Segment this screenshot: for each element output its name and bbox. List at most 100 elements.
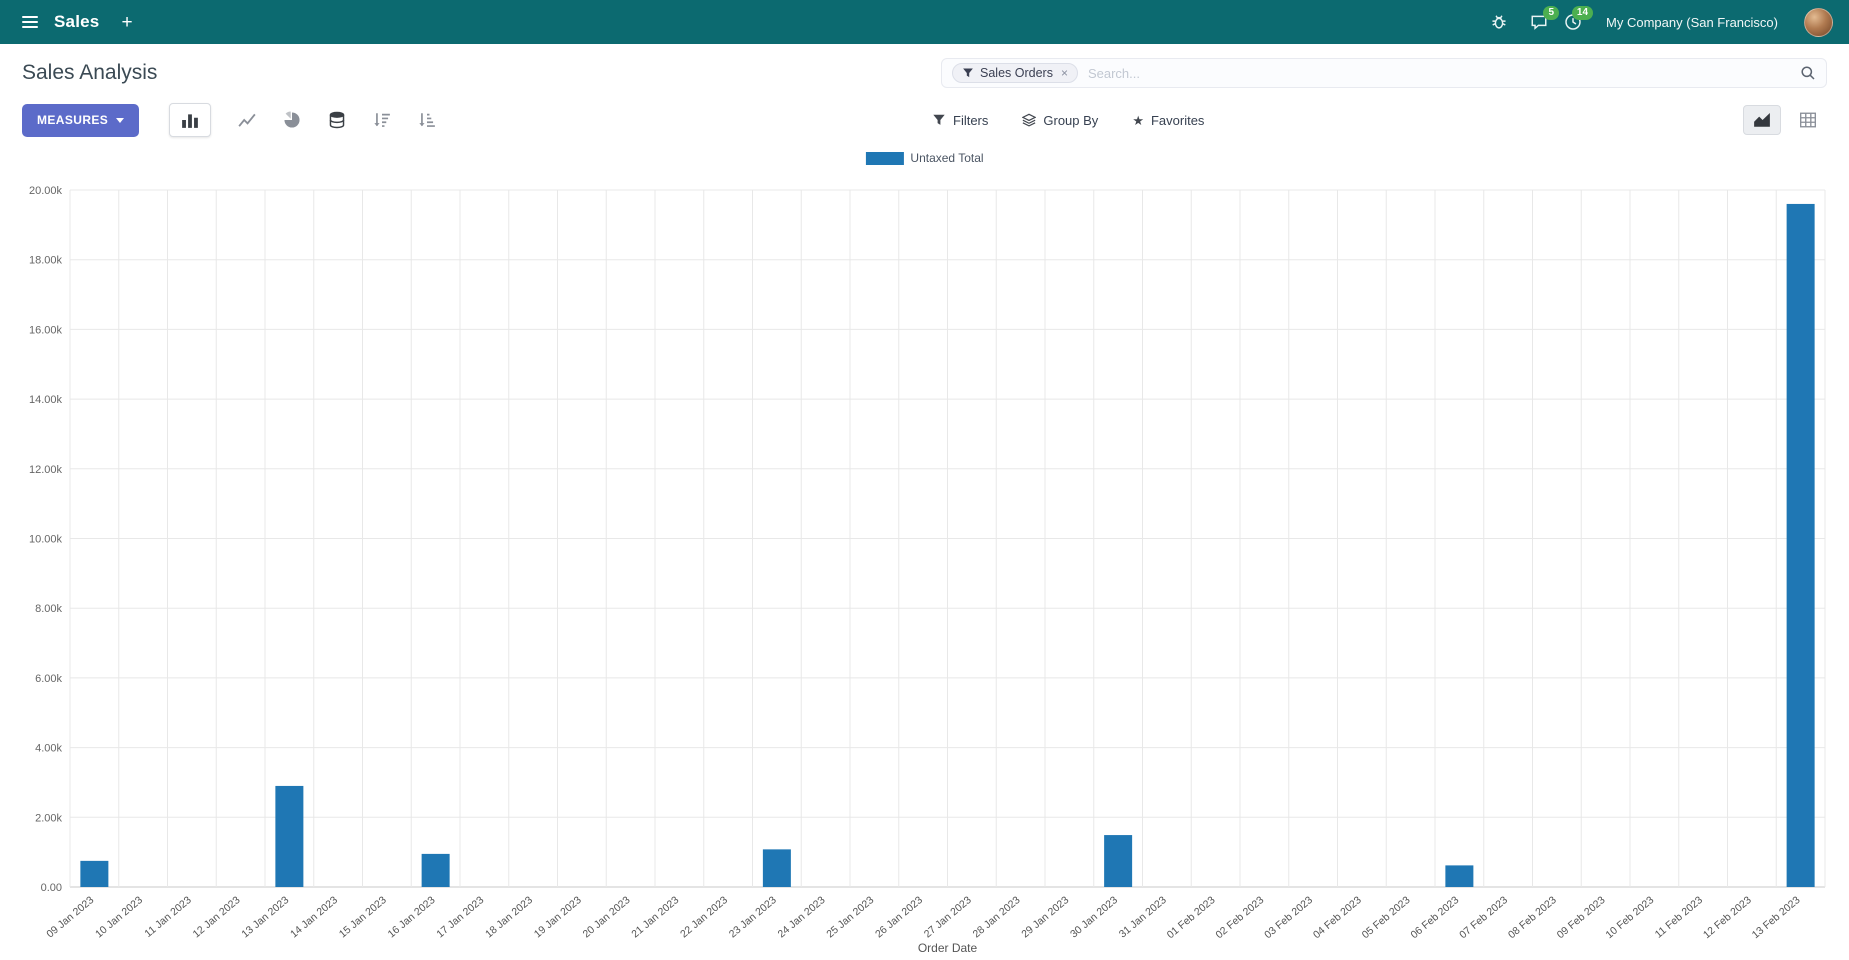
svg-text:6.00k: 6.00k bbox=[35, 673, 62, 685]
svg-text:14 Jan 2023: 14 Jan 2023 bbox=[288, 894, 340, 940]
chart-container: Untaxed Total 0.00 2.00k 4.00k 6.00k 8.00k 10… bbox=[18, 148, 1831, 960]
svg-text:30 Jan 2023: 30 Jan 2023 bbox=[1068, 894, 1120, 940]
svg-text:19 Jan 2023: 19 Jan 2023 bbox=[532, 894, 584, 940]
svg-text:09 Feb 2023: 09 Feb 2023 bbox=[1555, 894, 1608, 941]
svg-text:20 Jan 2023: 20 Jan 2023 bbox=[581, 894, 633, 940]
legend-label: Untaxed Total bbox=[910, 151, 984, 165]
svg-text:0.00: 0.00 bbox=[41, 882, 62, 894]
svg-text:27 Jan 2023: 27 Jan 2023 bbox=[922, 894, 974, 940]
svg-text:04 Feb 2023: 04 Feb 2023 bbox=[1311, 894, 1364, 941]
pivot-table-icon bbox=[1800, 112, 1816, 128]
svg-text:10 Jan 2023: 10 Jan 2023 bbox=[93, 894, 145, 940]
app-name[interactable]: Sales bbox=[54, 12, 100, 31]
svg-text:8.00k: 8.00k bbox=[35, 603, 62, 615]
svg-text:08 Feb 2023: 08 Feb 2023 bbox=[1506, 894, 1559, 941]
funnel-icon bbox=[963, 68, 973, 78]
svg-text:2.00k: 2.00k bbox=[35, 812, 62, 824]
user-avatar[interactable] bbox=[1804, 7, 1833, 37]
svg-text:4.00k: 4.00k bbox=[35, 743, 62, 755]
view-controls: MEASURES bbox=[22, 103, 932, 137]
bar-chart-button[interactable] bbox=[169, 103, 212, 137]
control-panel: Sales Analysis Sales Orders × MEASURES bbox=[0, 44, 1849, 148]
svg-text:20.00k: 20.00k bbox=[29, 185, 63, 197]
control-panel-row-bottom: MEASURES bbox=[22, 102, 1827, 138]
search-options: Filters Group By ★ Favorites bbox=[932, 113, 1204, 128]
chart-legend[interactable]: Untaxed Total bbox=[865, 151, 984, 165]
area-chart-icon bbox=[1754, 113, 1770, 127]
plus-icon: + bbox=[121, 11, 133, 33]
messages-badge: 5 bbox=[1543, 6, 1560, 20]
filters-button[interactable]: Filters bbox=[932, 113, 988, 128]
svg-text:25 Jan 2023: 25 Jan 2023 bbox=[824, 894, 876, 940]
sort-descending-icon[interactable] bbox=[373, 111, 391, 129]
svg-text:11 Feb 2023: 11 Feb 2023 bbox=[1653, 894, 1705, 941]
svg-text:23 Jan 2023: 23 Jan 2023 bbox=[727, 894, 779, 940]
favorites-label: Favorites bbox=[1150, 112, 1205, 128]
svg-text:26 Jan 2023: 26 Jan 2023 bbox=[873, 894, 925, 940]
layers-icon bbox=[1022, 113, 1037, 127]
pie-chart-icon[interactable] bbox=[283, 111, 301, 129]
chevron-down-icon bbox=[116, 117, 125, 123]
measures-button[interactable]: MEASURES bbox=[22, 103, 140, 137]
plus-button[interactable]: + bbox=[115, 7, 138, 38]
svg-text:12.00k: 12.00k bbox=[29, 464, 63, 476]
svg-text:13 Jan 2023: 13 Jan 2023 bbox=[239, 894, 291, 940]
svg-text:22 Jan 2023: 22 Jan 2023 bbox=[678, 894, 730, 940]
svg-text:Order Date: Order Date bbox=[918, 941, 978, 955]
group-by-button[interactable]: Group By bbox=[1022, 113, 1098, 128]
activities-badge: 14 bbox=[1571, 6, 1594, 20]
search-bar[interactable]: Sales Orders × bbox=[941, 58, 1827, 88]
bug-icon bbox=[1492, 15, 1506, 29]
svg-text:15 Jan 2023: 15 Jan 2023 bbox=[337, 894, 389, 940]
measures-label: MEASURES bbox=[37, 113, 109, 127]
pivot-view-button[interactable] bbox=[1789, 105, 1827, 135]
svg-text:03 Feb 2023: 03 Feb 2023 bbox=[1262, 894, 1315, 941]
bar-chart-icon bbox=[182, 114, 199, 128]
debug-button[interactable] bbox=[1484, 7, 1514, 37]
svg-text:28 Jan 2023: 28 Jan 2023 bbox=[971, 894, 1023, 940]
activities-button[interactable]: 14 bbox=[1564, 6, 1594, 31]
chart-canvas[interactable]: 0.00 2.00k 4.00k 6.00k 8.00k 10.00k 12.00k 14.0… bbox=[18, 148, 1831, 960]
line-chart-icon[interactable] bbox=[238, 111, 256, 129]
svg-text:02 Feb 2023: 02 Feb 2023 bbox=[1213, 894, 1266, 941]
group-by-label: Group By bbox=[1043, 112, 1099, 128]
search-facet-label: Sales Orders bbox=[980, 66, 1053, 80]
apps-menu-button[interactable] bbox=[16, 10, 44, 34]
svg-text:09 Jan 2023: 09 Jan 2023 bbox=[44, 894, 96, 940]
chart-type-toggles bbox=[169, 103, 436, 137]
svg-text:17 Jan 2023: 17 Jan 2023 bbox=[434, 894, 486, 940]
star-icon: ★ bbox=[1132, 112, 1144, 128]
favorites-button[interactable]: ★ Favorites bbox=[1132, 113, 1204, 128]
hamburger-icon bbox=[22, 16, 38, 28]
top-navbar: Sales + 5 14 My Company (Sa bbox=[0, 0, 1849, 44]
messages-button[interactable]: 5 bbox=[1530, 6, 1560, 31]
navbar-left: Sales + bbox=[16, 7, 139, 38]
svg-text:06 Feb 2023: 06 Feb 2023 bbox=[1408, 894, 1461, 941]
svg-text:07 Feb 2023: 07 Feb 2023 bbox=[1457, 894, 1510, 941]
svg-text:12 Jan 2023: 12 Jan 2023 bbox=[191, 894, 243, 940]
legend-swatch bbox=[865, 151, 904, 165]
svg-text:16 Jan 2023: 16 Jan 2023 bbox=[386, 894, 438, 940]
svg-text:12 Feb 2023: 12 Feb 2023 bbox=[1701, 894, 1754, 941]
view-switcher bbox=[1743, 105, 1827, 135]
navbar-right: 5 14 My Company (San Francisco) bbox=[1484, 6, 1833, 37]
company-switcher[interactable]: My Company (San Francisco) bbox=[1606, 14, 1778, 30]
svg-text:10 Feb 2023: 10 Feb 2023 bbox=[1603, 894, 1656, 941]
svg-text:14.00k: 14.00k bbox=[29, 394, 63, 406]
svg-text:18 Jan 2023: 18 Jan 2023 bbox=[483, 894, 535, 940]
sort-ascending-icon[interactable] bbox=[418, 111, 436, 129]
facet-remove-icon[interactable]: × bbox=[1060, 66, 1068, 80]
search-input[interactable] bbox=[1085, 64, 1792, 82]
page-title: Sales Analysis bbox=[22, 61, 158, 84]
svg-text:29 Jan 2023: 29 Jan 2023 bbox=[1019, 894, 1071, 940]
search-icon[interactable] bbox=[1800, 65, 1816, 81]
svg-text:11 Jan 2023: 11 Jan 2023 bbox=[142, 894, 194, 940]
graph-view-button[interactable] bbox=[1743, 105, 1781, 135]
svg-text:21 Jan 2023: 21 Jan 2023 bbox=[629, 894, 681, 940]
svg-text:05 Feb 2023: 05 Feb 2023 bbox=[1360, 894, 1413, 941]
stacked-toggle-icon[interactable] bbox=[328, 111, 346, 129]
svg-text:24 Jan 2023: 24 Jan 2023 bbox=[776, 894, 828, 940]
svg-text:31 Jan 2023: 31 Jan 2023 bbox=[1117, 894, 1169, 940]
search-facet[interactable]: Sales Orders × bbox=[952, 63, 1078, 83]
filter-funnel-icon bbox=[933, 114, 945, 125]
